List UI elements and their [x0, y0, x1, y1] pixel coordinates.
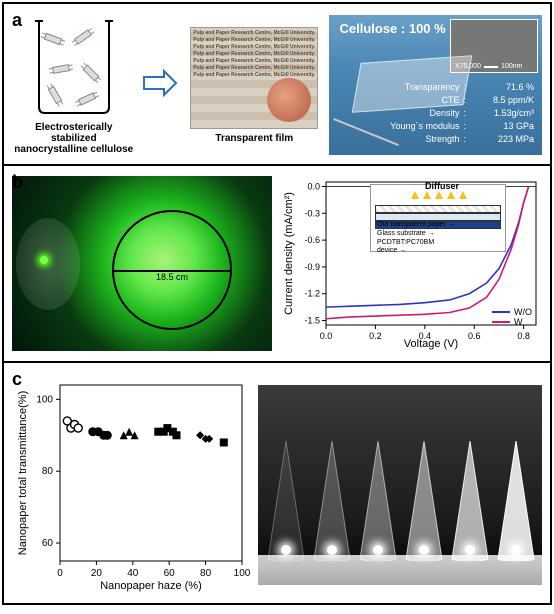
svg-text:60: 60 — [42, 538, 54, 549]
layer-paper — [375, 205, 501, 213]
legend: W/O W — [492, 307, 532, 327]
prop-v-0: 71.6 % — [470, 81, 534, 94]
svg-text:-0.9: -0.9 — [304, 262, 320, 272]
cone-5 — [496, 441, 536, 561]
panel-c: c 0 20 40 60 80 100 60 80 100 Nanopaper haze (%) N… — [4, 363, 550, 603]
prop-k-3: Young´s modulus — [390, 120, 459, 133]
prop-k-4: Strength — [425, 133, 459, 146]
svg-text:100: 100 — [36, 394, 53, 405]
device-inset: Diffuser Our transparent paper → Glass s… — [370, 184, 506, 252]
props-table: Transparency:71.6 % CTE:8.5 ppm/K Densit… — [390, 81, 534, 146]
cone-4 — [450, 441, 490, 561]
diffuser-label: Diffuser — [425, 181, 459, 191]
beaker-caption-l1: Electrosterically stabilized — [12, 122, 136, 144]
svg-text:-0.3: -0.3 — [304, 208, 320, 218]
svg-text:20: 20 — [91, 568, 103, 579]
panel-c-label: c — [12, 369, 22, 390]
svg-text:0.8: 0.8 — [517, 331, 530, 341]
svg-text:0: 0 — [57, 568, 63, 579]
sem-scalebar — [484, 66, 498, 68]
svg-text:80: 80 — [42, 466, 54, 477]
svg-text:0.2: 0.2 — [369, 331, 382, 341]
l2-label: Glass substrate → — [377, 230, 435, 238]
cones-photo — [258, 385, 542, 585]
sem-scale: 100nm — [501, 63, 522, 70]
film-column: Pulp and Paper Research Centre, McGill U… — [185, 27, 323, 144]
panel-a: a Electrosterically stabilized nanocryst… — [4, 4, 550, 164]
svg-text:60: 60 — [164, 568, 176, 579]
l4-label: device → — [377, 247, 406, 255]
svg-text:-0.6: -0.6 — [304, 235, 320, 245]
arrow-column — [142, 69, 180, 102]
prop-v-1: 8.5 ppm/K — [470, 94, 534, 107]
svg-text:0.6: 0.6 — [468, 331, 481, 341]
cone-1 — [312, 441, 352, 561]
props-title: Cellulose : 100 % — [339, 21, 445, 36]
rays-icon — [411, 191, 469, 201]
l1-label: Our transparent paper → — [377, 221, 455, 229]
diameter-label: 18.5 cm — [156, 272, 188, 282]
svg-text:Nanopaper total transmittance(: Nanopaper total transmittance(%) — [17, 391, 29, 555]
film-image: Pulp and Paper Research Centre, McGill U… — [190, 27, 318, 129]
svg-text:Current density (mA/cm²): Current density (mA/cm²) — [283, 192, 295, 315]
svg-text:0.0: 0.0 — [307, 181, 320, 191]
laser-dot — [40, 256, 48, 264]
cone-2 — [358, 441, 398, 561]
prop-v-3: 13 GPa — [470, 120, 534, 133]
prop-k-0: Transparency — [405, 81, 460, 94]
svg-text:100: 100 — [234, 568, 250, 579]
svg-text:Nanopaper haze (%): Nanopaper haze (%) — [100, 580, 202, 592]
legend-wo: W/O — [514, 307, 532, 317]
film-caption: Transparent film — [185, 133, 323, 144]
properties-panel: Cellulose : 100 % X75,000 100nm Transpar… — [329, 15, 542, 155]
prop-v-4: 223 MPa — [470, 133, 534, 146]
svg-text:80: 80 — [200, 568, 212, 579]
prop-v-2: 1.53g/cm³ — [470, 107, 534, 120]
laser-photo: 18.5 cm — [12, 176, 272, 351]
svg-text:40: 40 — [127, 568, 139, 579]
panel-b: b 18.5 cm 0.00.20.40.60.80.0-0.3-0.6-0.9… — [4, 166, 550, 361]
beaker-caption-l2: nanocrystalline cellulose — [12, 144, 136, 155]
prop-k-1: CTE — [441, 94, 459, 107]
film-finger — [267, 78, 311, 122]
panel-a-label: a — [12, 10, 22, 31]
figure-container: a Electrosterically stabilized nanocryst… — [2, 2, 552, 605]
cone-0 — [266, 441, 306, 561]
beaker-icon — [25, 15, 123, 115]
legend-w: W — [514, 317, 523, 327]
svg-text:0.0: 0.0 — [320, 331, 333, 341]
svg-text:-1.2: -1.2 — [304, 289, 320, 299]
jv-chart: 0.00.20.40.60.80.0-0.3-0.6-0.9-1.2-1.5Vo… — [280, 176, 542, 351]
haze-chart-svg: 0 20 40 60 80 100 60 80 100 Nanopaper haze (%) Nan… — [12, 375, 250, 595]
haze-chart: 0 20 40 60 80 100 60 80 100 Nanopaper haze (%) Nan… — [12, 375, 250, 595]
arrow-icon — [142, 69, 178, 97]
layer-glass — [375, 213, 501, 221]
paper-disc — [16, 218, 80, 310]
beaker-column: Electrosterically stabilized nanocrystal… — [12, 15, 136, 155]
prop-k-2: Density — [429, 107, 459, 120]
svg-text:Voltage (V): Voltage (V) — [404, 338, 458, 350]
cone-3 — [404, 441, 444, 561]
l3-label: PCDTBT:PC70BM — [377, 239, 434, 247]
svg-text:-1.5: -1.5 — [304, 316, 320, 326]
panel-b-label: b — [12, 172, 23, 193]
